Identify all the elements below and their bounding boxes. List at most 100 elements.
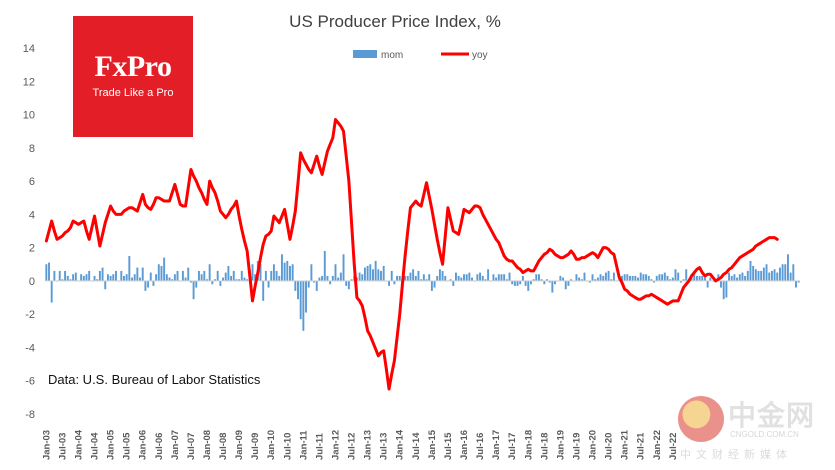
mom-bar [318,277,321,281]
mom-bar [733,274,736,281]
mom-bar [114,270,117,281]
x-tick-label: Jul-10 [282,433,293,460]
mom-bar [610,279,613,281]
fxpro-logo-name: FxPro [94,50,172,83]
mom-bar [639,272,642,281]
mom-bar [157,264,160,281]
x-tick-label: Jul-16 [475,433,486,460]
mom-bar [342,254,345,281]
mom-bar [125,274,128,281]
y-tick-label: 6 [29,176,35,188]
mom-bar [168,277,171,281]
x-tick-label: Jan-04 [73,429,84,460]
mom-bar [120,270,123,281]
mom-bar [214,279,216,281]
mom-bar [789,272,792,281]
mom-bar [532,279,535,281]
x-tick-label: Jan-17 [491,430,502,460]
mom-bar [631,275,634,281]
mom-bar [136,267,139,281]
mom-bar [243,277,246,281]
mom-bar [246,279,249,281]
mom-bar [538,274,540,281]
mom-bar [259,264,262,281]
mom-bar [495,277,498,281]
mom-bar [227,265,230,281]
mom-bar [240,270,243,281]
mom-bar [463,274,465,281]
mom-bar [374,260,377,281]
mom-bar [184,277,187,281]
mom-bar [706,280,709,288]
mom-bar [208,264,211,281]
mom-bar [155,274,158,281]
mom-bar [438,269,441,281]
mom-bar [369,264,372,281]
mom-bar [238,279,241,281]
mom-bar [109,275,112,281]
mom-bar [612,272,615,281]
mom-bar [441,270,444,281]
cngold-watermark: 中金网 CNGOLD.COM.CN 中文财经新媒体 [672,388,832,466]
mom-bar [262,280,265,301]
mom-bar [728,272,731,281]
mom-bar [457,275,460,281]
mom-bar [564,280,567,290]
mom-bar [757,270,760,281]
mom-bar [61,279,64,281]
y-tick-label: 2 [29,243,35,255]
x-tick-label: Jan-22 [652,430,663,460]
x-tick-label: Jan-20 [588,430,599,460]
mom-bar [192,280,195,300]
x-tick-label: Jul-19 [571,433,582,460]
x-tick-label: Jan-08 [202,430,213,460]
mom-bar [222,277,225,281]
mom-bar [98,270,101,281]
mom-bar [540,279,543,281]
x-tick-label: Jul-22 [668,433,679,460]
mom-bar [270,270,273,281]
mom-bar [773,269,776,281]
mom-bar [58,270,61,281]
mom-bar [345,280,348,286]
mom-bar [144,280,147,291]
mom-bar [72,274,75,281]
mom-bar [339,272,342,281]
mom-bar [762,267,765,281]
mom-bar [698,275,701,281]
mom-bar [101,267,104,281]
legend-yoy-label: yoy [472,50,488,61]
mom-bar [141,267,144,281]
mom-bar [254,274,257,281]
mom-bar [382,265,385,281]
mom-bar [430,280,433,291]
y-tick-label: -2 [25,309,35,321]
mom-bar [347,280,350,290]
mom-bar [604,272,607,281]
y-tick-label: 0 [29,276,35,288]
mom-bar [554,280,556,285]
mom-bar [674,269,677,281]
mom-bar [580,279,583,281]
mom-bar [406,275,409,281]
mom-bar [310,264,313,281]
mom-bar [334,264,337,281]
mom-bar [176,270,179,281]
mom-bar [200,274,203,281]
mom-bar [655,275,658,281]
legend: mom yoy [353,50,488,61]
mom-bar [104,280,107,290]
x-axis-ticks: Jan-03 Jul-03 Jan-04 Jul-04 Jan-05 Jul-05 Jan-… [41,429,678,460]
mom-bar [275,270,278,281]
mom-bar [305,280,307,313]
mom-bar [251,264,254,281]
mom-bar [436,275,439,281]
mom-bar [559,275,562,281]
x-tick-label: Jan-10 [266,430,277,460]
mom-bar [511,280,514,285]
mom-bar [562,277,565,281]
mom-bar [725,280,728,298]
mom-bar [88,270,91,281]
mom-bar [754,269,757,281]
mom-bar [123,275,125,281]
